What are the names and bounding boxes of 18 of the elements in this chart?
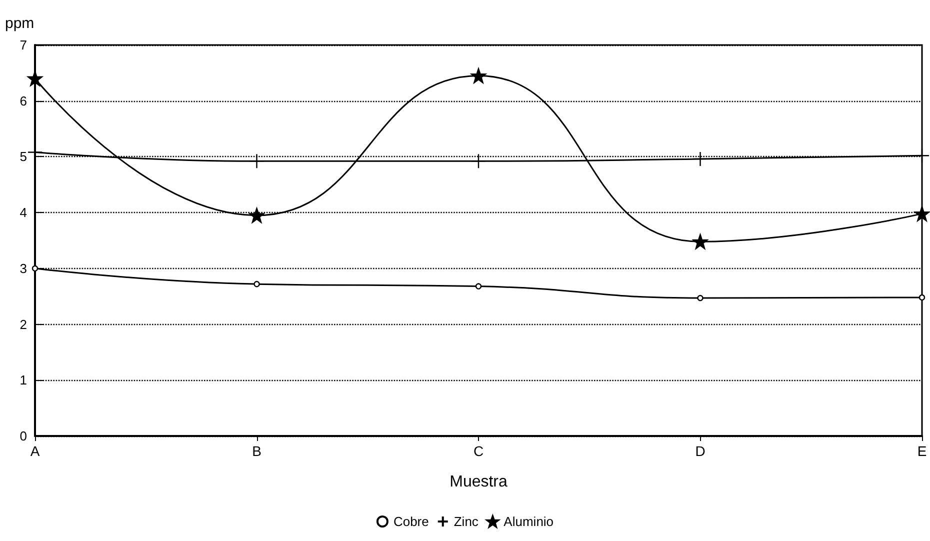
y-tick-label: 1 xyxy=(20,372,27,388)
y-tick-label: 4 xyxy=(20,205,27,220)
legend-label: Cobre xyxy=(393,514,429,529)
y-tick-label: 0 xyxy=(20,428,27,444)
x-tick-label: A xyxy=(30,443,40,459)
y-tick-label: 2 xyxy=(20,316,27,332)
x-tick-label: E xyxy=(917,443,927,459)
x-axis-title: Muestra xyxy=(450,474,508,490)
x-tick-label: D xyxy=(695,443,706,459)
legend-label: Zinc xyxy=(454,514,479,529)
y-tick-label: 6 xyxy=(20,93,27,108)
legend-label: Aluminio xyxy=(504,514,554,529)
y-tick-label: 3 xyxy=(20,260,27,276)
x-tick-label: C xyxy=(473,443,484,459)
x-tick-label: B xyxy=(252,443,262,459)
y-tick-label: 7 xyxy=(20,38,27,52)
y-tick-label: 5 xyxy=(20,149,27,164)
y-axis-title: ppm xyxy=(5,15,34,32)
